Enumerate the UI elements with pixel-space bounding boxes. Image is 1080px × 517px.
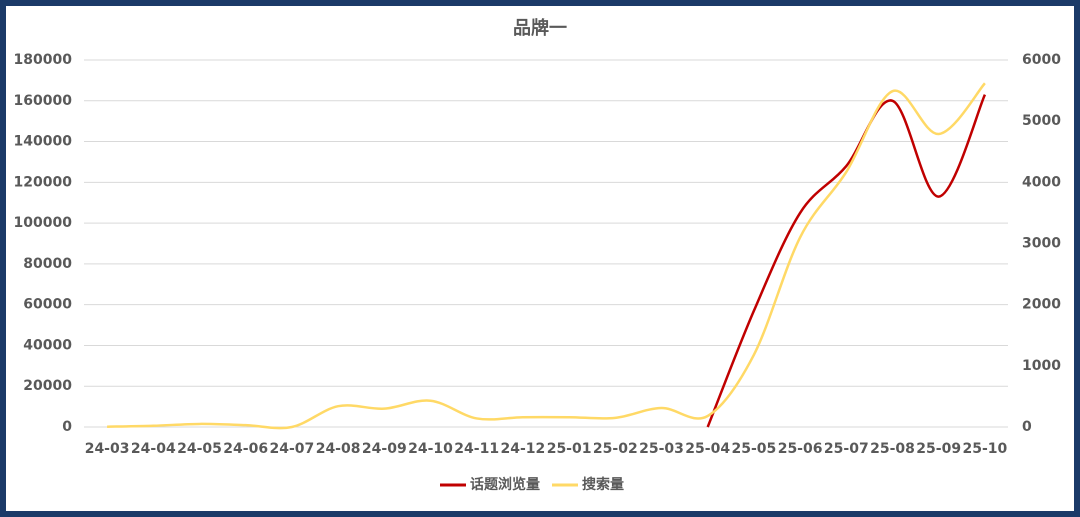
x-tick-label: 24-06 [223, 441, 268, 457]
x-tick-label: 24-11 [454, 441, 499, 457]
y2-tick-label: 0 [1022, 419, 1032, 435]
x-tick-label: 25-01 [547, 441, 592, 457]
series-line [706, 94, 987, 428]
y2-tick-label: 3000 [1022, 236, 1061, 252]
chart-title: 品牌一 [513, 17, 567, 39]
y-tick-label: 20000 [23, 378, 72, 394]
x-tick-label: 24-03 [85, 441, 130, 457]
x-tick-label: 25-02 [593, 441, 638, 457]
y-tick-label: 60000 [23, 297, 72, 313]
x-tick-label: 24-04 [131, 441, 176, 457]
y-tick-label: 100000 [14, 215, 73, 231]
x-tick-label: 24-05 [177, 441, 222, 457]
y2-tick-label: 5000 [1022, 113, 1061, 129]
series-line [107, 82, 986, 430]
y-tick-label: 120000 [14, 174, 73, 190]
x-tick-label: 24-09 [362, 441, 407, 457]
y-tick-label: 40000 [23, 337, 72, 353]
y-tick-label: 140000 [14, 134, 73, 150]
y2-tick-label: 2000 [1022, 297, 1061, 313]
x-tick-label: 25-05 [732, 441, 777, 457]
x-tick-label: 25-08 [870, 441, 915, 457]
y-tick-label: 180000 [14, 52, 73, 68]
x-tick-label: 25-04 [685, 441, 730, 457]
x-tick-label: 25-07 [824, 441, 869, 457]
y2-tick-label: 6000 [1022, 52, 1061, 68]
chart-background [6, 6, 1074, 511]
x-tick-label: 24-07 [270, 441, 315, 457]
legend-label: 搜索量 [582, 476, 624, 493]
x-tick-label: 25-10 [963, 441, 1008, 457]
legend-label: 话题浏览量 [470, 476, 540, 493]
x-tick-label: 25-09 [916, 441, 961, 457]
y-tick-label: 160000 [14, 93, 73, 109]
x-tick-label: 24-10 [408, 441, 453, 457]
y2-tick-label: 1000 [1022, 358, 1061, 374]
x-tick-label: 25-06 [778, 441, 823, 457]
y-tick-label: 0 [62, 419, 72, 435]
x-tick-label: 24-08 [316, 441, 361, 457]
y2-tick-label: 4000 [1022, 174, 1061, 190]
x-tick-label: 24-12 [501, 441, 546, 457]
x-tick-label: 25-03 [639, 441, 684, 457]
y-tick-label: 80000 [23, 256, 72, 272]
